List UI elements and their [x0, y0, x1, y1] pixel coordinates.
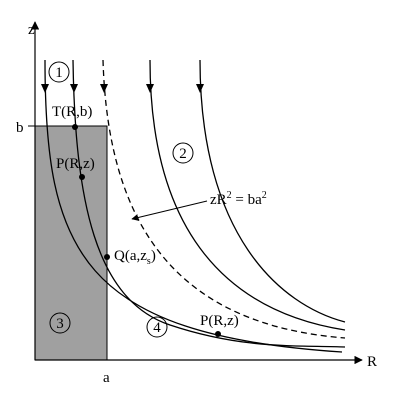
region-markers — [48, 61, 194, 338]
region-label: 3 — [56, 316, 64, 332]
streamline — [199, 59, 346, 323]
q-label: Q(a,zs) — [114, 248, 156, 267]
point-q — [104, 254, 110, 260]
dashed-curve — [102, 59, 346, 339]
streamline — [149, 59, 346, 331]
streamline — [44, 59, 343, 353]
flow-arrows — [41, 84, 204, 93]
point-p — [215, 331, 221, 337]
r-label: R — [367, 354, 377, 370]
shaded-region — [34, 125, 108, 361]
p-label: P(R,z) — [200, 313, 239, 329]
b-label: b — [16, 120, 24, 136]
a-label: a — [103, 370, 110, 386]
point-t — [72, 124, 78, 130]
streamline — [72, 59, 346, 348]
equation-pointer — [131, 200, 208, 221]
region-label: 2 — [179, 146, 187, 162]
region-label: 1 — [55, 65, 63, 81]
point-p — [79, 174, 85, 180]
z-label: z — [28, 22, 35, 38]
region-label: 4 — [153, 320, 161, 336]
p-label: P(R,z) — [56, 156, 95, 172]
t-label: T(R,b) — [52, 104, 92, 120]
equation: zR2 = ba2 — [210, 190, 267, 208]
